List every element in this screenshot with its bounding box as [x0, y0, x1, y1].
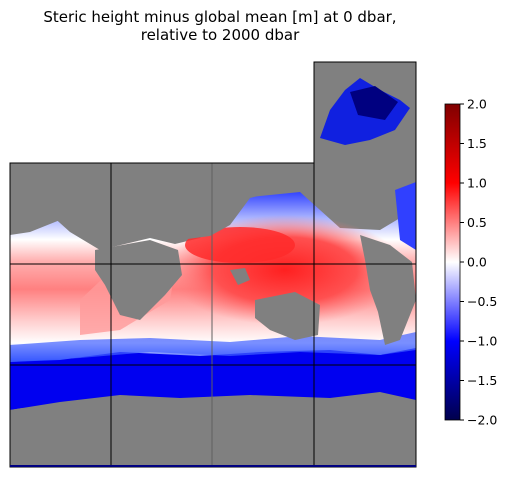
land-maritime	[230, 268, 250, 285]
land-antarctica	[10, 392, 416, 467]
land-australia	[255, 292, 320, 340]
arctic-dark	[350, 86, 398, 120]
colorbar-tick-label: −0.5	[467, 294, 497, 309]
north-pacific-east	[395, 182, 416, 250]
colorbar-tick-label: 2.0	[467, 97, 487, 112]
colorbar-tick-label: 1.0	[467, 176, 487, 191]
chart-title: Steric height minus global mean [m] at 0…	[0, 8, 440, 44]
land-north-america	[10, 163, 80, 235]
colorbar-tick-label: −2.0	[467, 413, 497, 428]
colorbar-tick-label: −1.0	[467, 334, 497, 349]
colorbar-tick-label: 1.5	[467, 136, 487, 151]
colorbar-tick-label: 0.5	[467, 215, 487, 230]
colorbar-bar	[444, 103, 461, 421]
colorbar: 2.0 1.5 1.0 0.5 0.0 −0.5 −1.0 −1.5 −2.0	[444, 97, 497, 428]
chart-title-line1: Steric height minus global mean [m] at 0…	[43, 8, 397, 26]
colorbar-tick-label: −1.5	[467, 373, 497, 388]
land-americas-west	[360, 235, 416, 345]
chart-title-line2: relative to 2000 dbar	[140, 26, 300, 44]
land-africa	[95, 240, 182, 320]
colorbar-tick-label: 0.0	[467, 255, 487, 270]
land-asia-east	[250, 163, 330, 195]
land-europe-asia	[60, 163, 314, 248]
map-panel	[9, 61, 417, 468]
colorbar-ticks: 2.0 1.5 1.0 0.5 0.0 −0.5 −1.0 −1.5 −2.0	[460, 97, 497, 428]
